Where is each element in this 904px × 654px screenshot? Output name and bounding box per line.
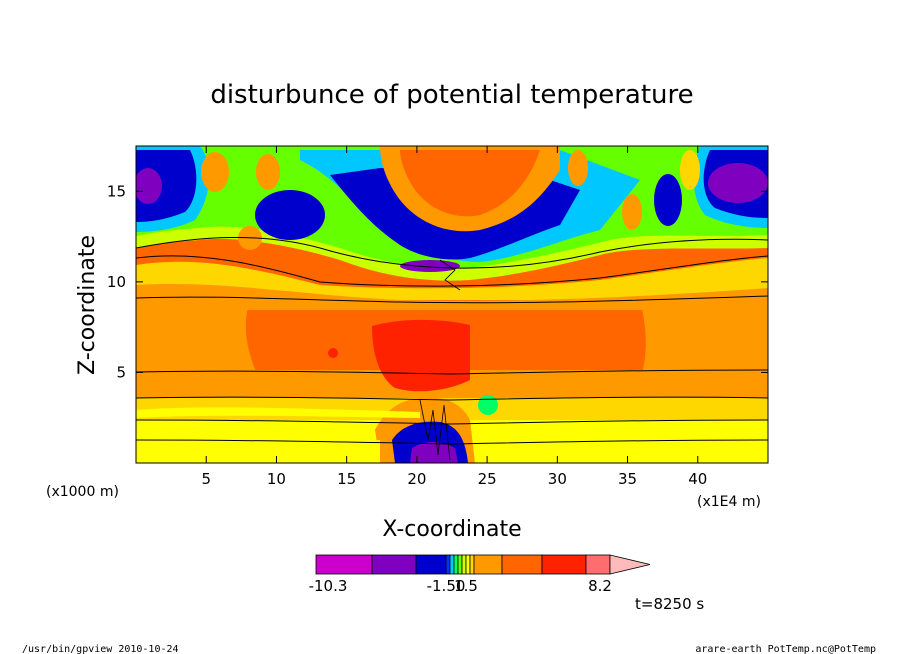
contour-field bbox=[136, 146, 768, 463]
x-tick-label: 25 bbox=[478, 470, 497, 488]
colorbar-swatch bbox=[585, 554, 611, 575]
colorbar-swatch bbox=[449, 554, 455, 575]
colorbar-tick-label: -10.3 bbox=[309, 577, 348, 595]
y-tick-label: 15 bbox=[107, 182, 126, 200]
time-annotation: t=8250 s bbox=[635, 595, 704, 613]
footer-left: /usr/bin/gpview 2010-10-24 bbox=[22, 644, 179, 654]
colorbar-swatch bbox=[445, 554, 451, 575]
x-tick-label: 40 bbox=[688, 470, 707, 488]
y-axis-label: Z-coordinate bbox=[75, 235, 100, 375]
colorbar-arrow bbox=[609, 554, 651, 575]
colorbar-swatch bbox=[461, 554, 467, 575]
plot-frame bbox=[135, 145, 769, 464]
colorbar-swatch bbox=[541, 554, 587, 575]
colorbar-swatch bbox=[473, 554, 503, 575]
colorbar-ticks: -10.3 -1.501.5 8.2 bbox=[309, 577, 612, 595]
colorbar-swatch bbox=[469, 554, 475, 575]
colorbar bbox=[315, 554, 651, 575]
chart-title: disturbunce of potential temperature bbox=[210, 80, 693, 110]
x-tick-label: 5 bbox=[201, 470, 211, 488]
x-axis: 5 10 15 20 25 30 35 40 bbox=[201, 146, 707, 488]
x-tick-label: 15 bbox=[337, 470, 356, 488]
y-unit-label: (x1000 m) bbox=[46, 484, 119, 500]
y-axis: 5 10 15 bbox=[107, 182, 768, 381]
footer-right: arare-earth_PotTemp.nc@PotTemp bbox=[695, 644, 876, 654]
y-tick-label: 5 bbox=[116, 363, 126, 381]
colorbar-tick-label: 8.2 bbox=[588, 577, 612, 595]
colorbar-swatch bbox=[453, 554, 459, 575]
colorbar-swatch bbox=[457, 554, 463, 575]
colorbar-swatch bbox=[315, 554, 373, 575]
colorbar-swatch bbox=[415, 554, 447, 575]
colorbar-swatch bbox=[465, 554, 471, 575]
colorbar-swatch bbox=[501, 554, 543, 575]
colorbar-swatch bbox=[371, 554, 417, 575]
y-tick-label: 10 bbox=[107, 273, 126, 291]
x-axis-label: X-coordinate bbox=[382, 517, 521, 542]
colorbar-tick-label: -1.50 bbox=[427, 577, 466, 595]
x-tick-label: 30 bbox=[548, 470, 567, 488]
x-tick-label: 35 bbox=[618, 470, 637, 488]
x-unit-label: (x1E4 m) bbox=[697, 494, 761, 510]
x-tick-label: 10 bbox=[267, 470, 286, 488]
colorbar-tick-label: 1.5 bbox=[454, 577, 478, 595]
x-tick-label: 20 bbox=[407, 470, 426, 488]
